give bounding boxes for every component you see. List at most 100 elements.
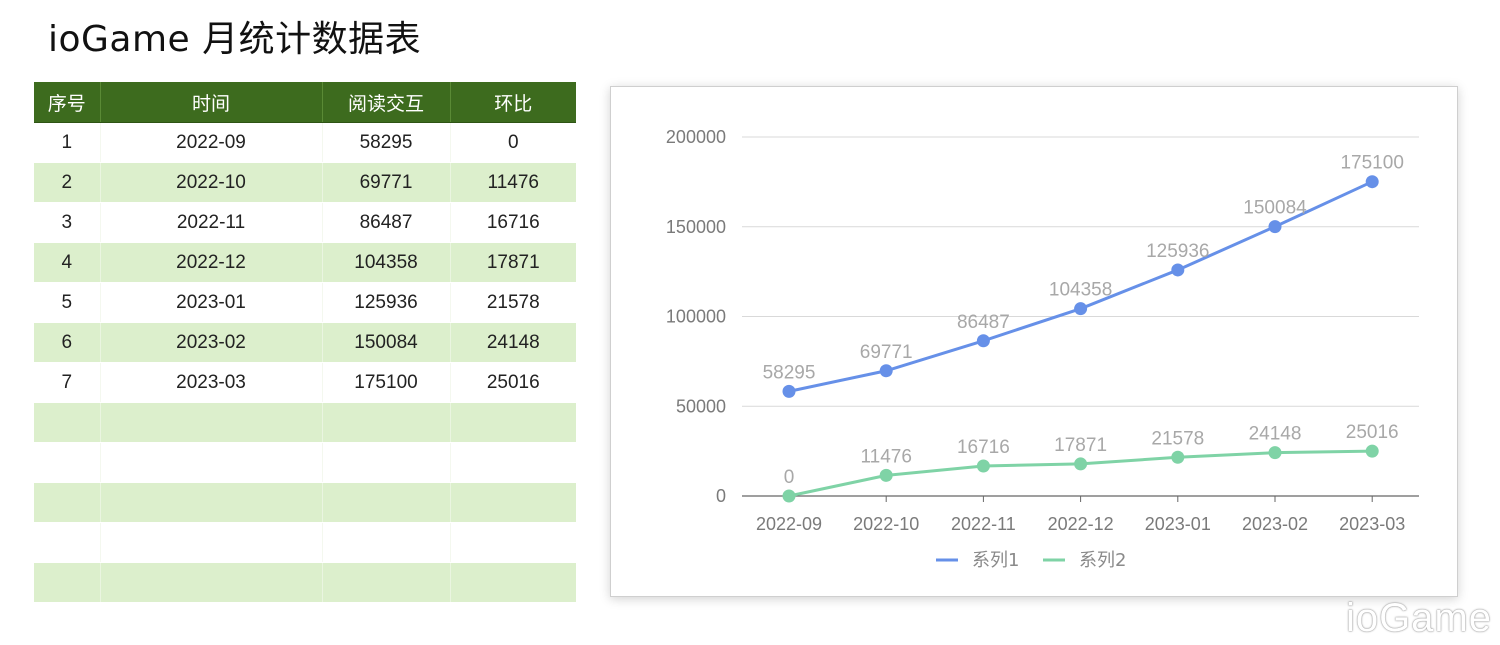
cell-time[interactable]: [100, 562, 323, 603]
cell-reads[interactable]: [322, 482, 451, 523]
cell-mom[interactable]: 0: [450, 122, 576, 163]
table-row: [34, 562, 576, 603]
x-tick-label: 2023-02: [1242, 514, 1308, 534]
table-row: 7 2023-03 175100 25016: [34, 362, 576, 403]
cell-mom[interactable]: [450, 482, 576, 523]
series-1-point: [1365, 175, 1379, 189]
table-row: 6 2023-02 150084 24148: [34, 322, 576, 363]
cell-time[interactable]: 2022-10: [100, 162, 323, 203]
table-row: 2 2022-10 69771 11476: [34, 162, 576, 203]
page-title: ioGame 月统计数据表: [48, 19, 422, 60]
series-1-point: [1268, 220, 1282, 234]
y-tick-label: 100000: [666, 307, 726, 327]
cell-index[interactable]: 5: [34, 282, 101, 323]
header-index[interactable]: 序号: [34, 82, 101, 123]
series-1-data-label: 69771: [860, 342, 913, 363]
cell-mom[interactable]: 25016: [450, 362, 576, 403]
series-2-data-label: 24148: [1249, 424, 1302, 445]
cell-mom[interactable]: 11476: [450, 162, 576, 203]
cell-reads[interactable]: 86487: [322, 202, 451, 243]
cell-index[interactable]: [34, 562, 101, 603]
cell-mom[interactable]: 16716: [450, 202, 576, 243]
cell-time[interactable]: 2022-11: [100, 202, 323, 243]
x-tick-label: 2022-09: [756, 514, 822, 534]
series-2-point: [976, 459, 990, 473]
cell-time[interactable]: [100, 482, 323, 523]
series-2-data-label: 25016: [1346, 422, 1399, 443]
legend-label-1: 系列1: [972, 550, 1019, 571]
series-1-data-label: 104358: [1049, 280, 1112, 301]
cell-index[interactable]: 6: [34, 322, 101, 363]
cell-mom[interactable]: 24148: [450, 322, 576, 363]
cell-time[interactable]: 2023-03: [100, 362, 323, 403]
series-1-point: [782, 384, 796, 398]
cell-index[interactable]: [34, 482, 101, 523]
table-row: [34, 482, 576, 523]
cell-index[interactable]: 7: [34, 362, 101, 403]
cell-reads[interactable]: [322, 562, 451, 603]
cell-mom[interactable]: [450, 562, 576, 603]
x-tick-label: 2023-01: [1145, 514, 1211, 534]
cell-time[interactable]: 2023-01: [100, 282, 323, 323]
x-tick-label: 2022-11: [951, 514, 1016, 534]
cell-mom[interactable]: [450, 442, 576, 483]
series-2-data-label: 0: [784, 467, 795, 488]
series-2-data-label: 21578: [1151, 428, 1204, 449]
cell-index[interactable]: [34, 442, 101, 483]
cell-time[interactable]: [100, 442, 323, 483]
cell-index[interactable]: [34, 522, 101, 563]
series-2-point: [782, 489, 796, 503]
cell-mom[interactable]: 21578: [450, 282, 576, 323]
y-tick-label: 50000: [676, 396, 726, 416]
table-row: [34, 522, 576, 563]
series-2-point: [1365, 444, 1379, 458]
table-row: [34, 402, 576, 443]
cell-reads[interactable]: 125936: [322, 282, 451, 323]
cell-reads[interactable]: [322, 522, 451, 563]
series-1-data-label: 86487: [957, 312, 1010, 333]
series-1-point: [976, 334, 990, 348]
cell-time[interactable]: 2022-09: [100, 122, 323, 163]
header-mom[interactable]: 环比: [450, 82, 576, 123]
series-1-point: [1171, 263, 1185, 277]
series-2-point: [1268, 446, 1282, 460]
cell-reads[interactable]: [322, 442, 451, 483]
x-tick-label: 2022-12: [1048, 514, 1114, 534]
table-row: 4 2022-12 104358 17871: [34, 242, 576, 283]
cell-time[interactable]: 2023-02: [100, 322, 323, 363]
cell-reads[interactable]: 175100: [322, 362, 451, 403]
cell-mom[interactable]: [450, 402, 576, 443]
header-time[interactable]: 时间: [100, 82, 323, 123]
table-row: 5 2023-01 125936 21578: [34, 282, 576, 323]
cell-index[interactable]: [34, 402, 101, 443]
cell-index[interactable]: 1: [34, 122, 101, 163]
cell-index[interactable]: 3: [34, 202, 101, 243]
y-tick-label: 150000: [666, 217, 726, 237]
cell-reads[interactable]: 104358: [322, 242, 451, 283]
cell-time[interactable]: 2022-12: [100, 242, 323, 283]
cell-time[interactable]: [100, 402, 323, 443]
cell-reads[interactable]: 150084: [322, 322, 451, 363]
cell-index[interactable]: 2: [34, 162, 101, 203]
cell-mom[interactable]: [450, 522, 576, 563]
cell-reads[interactable]: 58295: [322, 122, 451, 163]
series-1-data-label: 175100: [1340, 153, 1403, 174]
cell-index[interactable]: 4: [34, 242, 101, 283]
series-2-point: [1074, 457, 1088, 471]
chart-panel[interactable]: 0 50000 100000 150000 200000 2022-09 2022-10 20…: [610, 86, 1458, 597]
header-reads[interactable]: 阅读交互: [322, 82, 451, 123]
series-1-point: [879, 364, 893, 378]
series-2-data-label: 17871: [1054, 435, 1107, 456]
table-header-row: 序号 时间 阅读交互 环比: [34, 82, 576, 123]
series-1-point: [1074, 302, 1088, 316]
cell-reads[interactable]: 69771: [322, 162, 451, 203]
series-1-data-label: 58295: [763, 362, 816, 383]
series-1-data-label: 125936: [1146, 241, 1209, 262]
table-row: 3 2022-11 86487 16716: [34, 202, 576, 243]
cell-mom[interactable]: 17871: [450, 242, 576, 283]
series-2-data-label: 16716: [957, 437, 1010, 458]
watermark: ioGame: [1345, 596, 1492, 640]
cell-reads[interactable]: [322, 402, 451, 443]
series-2-data-label: 11476: [860, 446, 911, 467]
cell-time[interactable]: [100, 522, 323, 563]
